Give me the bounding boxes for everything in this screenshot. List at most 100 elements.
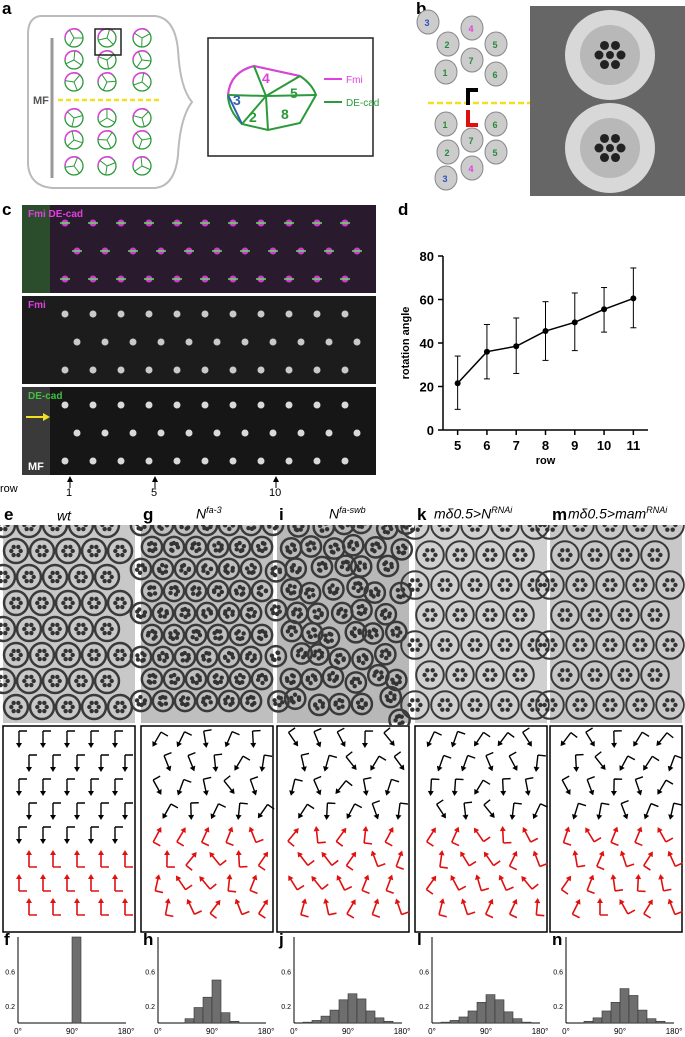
arrow-red	[346, 899, 356, 919]
photoreceptor-cell-upper: 4	[460, 15, 484, 41]
hist-x-tick-label: 180°	[394, 1027, 411, 1036]
arrow-red	[164, 850, 175, 868]
arrow-black	[427, 778, 440, 796]
panel-b: 3 4 2 5 7 1 6 1 6 7 2 5 3 4	[416, 6, 685, 196]
arrow-red	[362, 826, 373, 845]
angle-histogram: 0.2 0.6 0° 90° 180°	[145, 937, 274, 1036]
genotype-title-mamrnai: mδ0.5>mamRNAi	[568, 505, 668, 522]
micrograph-row	[0, 525, 685, 725]
panel-d-chart: 0 20 40 60 80 5 6 7 8 9 10 11 row rotation angle	[400, 249, 648, 467]
hist-x-tick-label: 90°	[342, 1027, 354, 1036]
y-tick-label: 0	[427, 423, 434, 438]
ommatidium-icon	[132, 107, 152, 128]
arrow-red	[26, 850, 37, 868]
arrow-red	[474, 874, 490, 892]
arrow-black	[573, 753, 584, 772]
genotype-title-nrnai: mδ0.5>NRNAi	[434, 505, 513, 522]
arrow-red	[499, 826, 512, 844]
svg-text:1: 1	[443, 68, 448, 78]
arrow-black	[370, 755, 387, 771]
arrow-black	[40, 730, 51, 748]
arrow-red	[164, 898, 174, 918]
cluster-stain	[257, 401, 265, 409]
arrow-red	[610, 826, 619, 847]
chirality-arrow-map	[276, 725, 410, 933]
rhabdomere-dots	[594, 40, 626, 163]
arrow-black	[508, 751, 518, 771]
panel-label-e: e	[4, 505, 14, 524]
ommatidium-icon	[132, 27, 152, 48]
arrow-red	[122, 850, 133, 868]
x-tick-label: 11	[626, 438, 640, 453]
arrow-black	[313, 775, 322, 796]
arrow-red	[186, 898, 202, 915]
cluster-stain	[129, 338, 137, 346]
arrow-black	[176, 731, 193, 748]
arrow-red	[122, 898, 133, 916]
arrow-red	[667, 850, 683, 868]
arrow-black	[152, 775, 162, 795]
mf-label-a: MF	[33, 95, 49, 107]
hist-bar	[356, 998, 367, 1024]
arrow-red	[522, 827, 539, 843]
arrow-black	[460, 754, 476, 772]
arrow-black	[474, 779, 491, 795]
arrow-black	[162, 803, 179, 819]
arrow-black	[346, 803, 363, 819]
arrow-red	[438, 850, 448, 869]
cluster-stain	[257, 457, 265, 465]
arrow-black	[345, 751, 357, 771]
arrow-black	[383, 727, 395, 746]
hist-bar	[458, 1016, 469, 1024]
cluster-stain	[241, 338, 249, 346]
arrow-black	[336, 727, 346, 747]
arrow-red	[258, 899, 268, 919]
arrow-red	[425, 875, 437, 895]
svg-text:2: 2	[445, 40, 450, 50]
arrow-red	[385, 874, 394, 895]
y-tick-label: 80	[420, 249, 434, 264]
angle-histogram: 0.2 0.6 0° 90° 180°	[5, 936, 134, 1036]
hist-bar	[211, 979, 222, 1024]
arrow-red	[235, 850, 248, 868]
cluster-stain	[61, 366, 69, 374]
hist-x-tick-label: 0°	[428, 1027, 436, 1036]
chirality-arrow-map	[2, 725, 136, 933]
cluster-stain	[269, 429, 277, 437]
cluster-stain	[173, 457, 181, 465]
angle-histogram: 0.2 0.6 0° 90° 180°	[553, 937, 682, 1036]
svg-text:5: 5	[493, 148, 498, 158]
arrow-black	[450, 730, 466, 748]
arrow-red	[321, 851, 339, 866]
ommatidium-icon	[97, 107, 117, 128]
hist-bar	[374, 1017, 385, 1024]
hist-y-tick-label: 0.6	[553, 969, 563, 976]
ommatidia-cluster-group	[64, 27, 152, 176]
svg-text:7: 7	[469, 136, 474, 146]
ommatidium-icon	[97, 27, 117, 48]
arrow-red	[610, 874, 624, 892]
arrow-red	[257, 851, 269, 871]
arrow-black	[485, 751, 494, 772]
data-point	[571, 319, 578, 326]
cluster-stain	[61, 401, 69, 409]
arrow-black	[395, 802, 409, 820]
cluster-stain	[129, 429, 137, 437]
hist-bar	[302, 1021, 313, 1024]
cluster-stain	[145, 457, 153, 465]
hist-bar	[184, 1018, 195, 1024]
arrow-black	[586, 776, 595, 796]
cell-num-8: 8	[281, 106, 289, 122]
cluster-stain	[117, 457, 125, 465]
cluster-stain	[145, 310, 153, 318]
panel-label-m: m	[552, 505, 568, 524]
svg-text:1: 1	[443, 120, 448, 130]
arrow-black	[522, 727, 532, 747]
angle-histogram: 0.2 0.6 0° 90° 180°	[419, 937, 548, 1036]
svg-text:5: 5	[493, 40, 498, 50]
hist-y-tick-label: 0.2	[145, 1004, 155, 1011]
cluster-stain	[201, 457, 209, 465]
svg-text:1: 1	[66, 487, 72, 499]
cluster-stain	[229, 310, 237, 318]
cluster-stain	[201, 366, 209, 374]
